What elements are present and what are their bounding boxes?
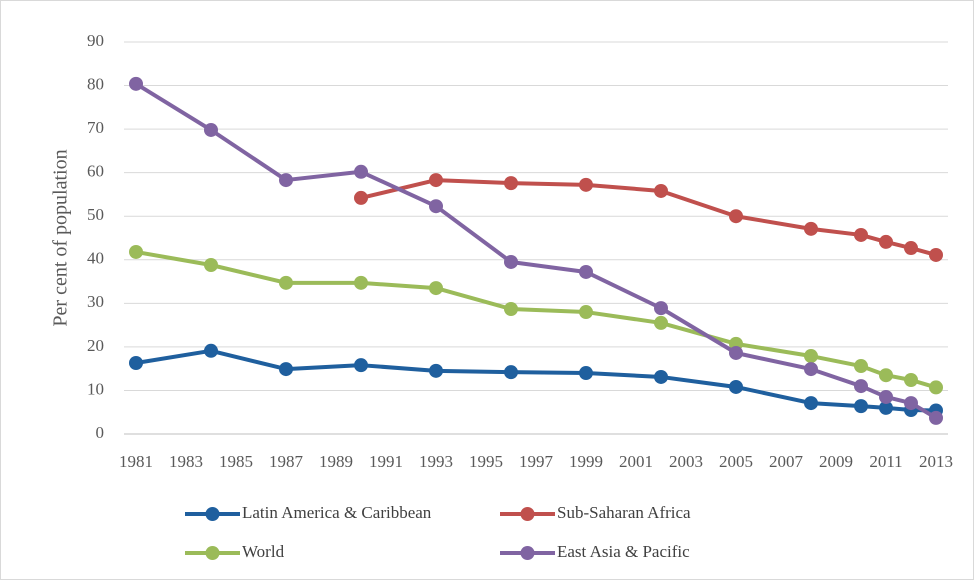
data-point xyxy=(354,275,368,290)
data-point xyxy=(129,244,143,259)
legend-marker xyxy=(205,507,220,521)
y-tick-label: 60 xyxy=(87,162,104,181)
data-point xyxy=(579,177,593,192)
x-tick-label: 2011 xyxy=(869,452,902,471)
data-point xyxy=(904,396,918,411)
data-point xyxy=(929,247,943,262)
x-tick-label: 1985 xyxy=(219,452,253,471)
data-point xyxy=(654,315,668,330)
x-tick-label: 1991 xyxy=(369,452,403,471)
legend-marker xyxy=(520,507,535,521)
data-point xyxy=(429,173,443,188)
x-tick-label: 2009 xyxy=(819,452,853,471)
y-tick-label: 20 xyxy=(87,336,104,355)
x-tick-label: 1983 xyxy=(169,452,203,471)
x-tick-label: 2005 xyxy=(719,452,753,471)
data-point xyxy=(579,264,593,279)
data-point xyxy=(279,173,293,188)
data-point xyxy=(354,164,368,179)
y-tick-label: 10 xyxy=(87,379,104,398)
data-point xyxy=(879,368,893,383)
data-point xyxy=(879,389,893,404)
data-point xyxy=(854,359,868,374)
data-point xyxy=(804,221,818,236)
x-tick-label: 1989 xyxy=(319,452,353,471)
y-tick-label: 70 xyxy=(87,118,104,137)
data-point xyxy=(854,379,868,394)
data-point xyxy=(654,183,668,198)
data-point xyxy=(804,349,818,364)
data-point xyxy=(854,227,868,242)
data-point xyxy=(729,345,743,360)
data-point xyxy=(129,356,143,371)
data-point xyxy=(354,358,368,373)
data-point xyxy=(429,363,443,378)
y-tick-label: 40 xyxy=(87,249,104,268)
data-point xyxy=(279,362,293,377)
data-point xyxy=(429,199,443,214)
y-axis-label: Per cent of population xyxy=(50,149,72,326)
data-point xyxy=(854,399,868,414)
legend-label: East Asia & Pacific xyxy=(557,542,690,561)
data-point xyxy=(429,281,443,296)
legend-marker xyxy=(205,546,220,560)
data-point xyxy=(904,372,918,387)
data-point xyxy=(354,190,368,205)
data-point xyxy=(654,369,668,384)
legend-marker xyxy=(520,546,535,560)
data-point xyxy=(204,122,218,137)
x-tick-label: 1993 xyxy=(419,452,453,471)
x-tick-label: 2007 xyxy=(769,452,804,471)
data-point xyxy=(729,379,743,394)
y-tick-label: 30 xyxy=(87,292,104,311)
data-point xyxy=(579,305,593,320)
data-point xyxy=(729,209,743,224)
data-point xyxy=(879,400,893,415)
y-tick-label: 90 xyxy=(87,31,104,50)
data-point xyxy=(804,396,818,411)
data-point xyxy=(879,234,893,249)
x-tick-label: 1987 xyxy=(269,452,304,471)
data-point xyxy=(504,301,518,316)
data-point xyxy=(129,76,143,91)
data-point xyxy=(804,362,818,377)
y-tick-label: 0 xyxy=(96,423,105,442)
data-point xyxy=(929,410,943,425)
data-point xyxy=(929,380,943,395)
data-point xyxy=(654,301,668,316)
x-tick-label: 2001 xyxy=(619,452,653,471)
data-point xyxy=(504,365,518,380)
data-point xyxy=(579,366,593,381)
data-point xyxy=(279,275,293,290)
x-tick-label: 1981 xyxy=(119,452,153,471)
x-tick-label: 2013 xyxy=(919,452,953,471)
x-tick-label: 1995 xyxy=(469,452,503,471)
data-point xyxy=(204,258,218,273)
data-point xyxy=(504,176,518,191)
data-point xyxy=(204,343,218,358)
x-tick-label: 2003 xyxy=(669,452,703,471)
x-tick-label: 1997 xyxy=(519,452,554,471)
data-point xyxy=(504,254,518,269)
legend-label: Sub-Saharan Africa xyxy=(557,503,691,522)
legend-label: Latin America & Caribbean xyxy=(242,503,432,522)
x-tick-label: 1999 xyxy=(569,452,603,471)
y-tick-label: 50 xyxy=(87,205,104,224)
legend-label: World xyxy=(242,542,285,561)
y-tick-label: 80 xyxy=(87,74,104,93)
data-point xyxy=(904,241,918,256)
